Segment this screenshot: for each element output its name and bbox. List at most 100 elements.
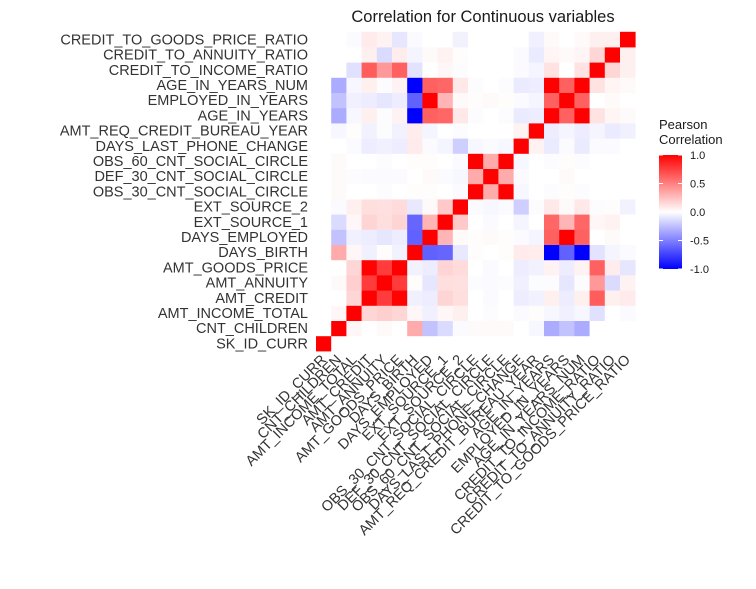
heatmap-cell [361, 290, 378, 306]
heatmap-cell [407, 77, 423, 93]
heatmap-cell [392, 92, 408, 109]
heatmap-cell [468, 305, 484, 321]
heatmap-cell [513, 138, 530, 154]
heatmap-cell [574, 229, 590, 245]
heatmap-cell [483, 199, 499, 215]
heatmap-cell [331, 244, 347, 261]
heatmap-cell [376, 305, 393, 321]
heatmap-cell [376, 183, 393, 200]
heatmap-cell [331, 275, 347, 291]
heatmap-cell [361, 244, 378, 261]
heatmap-cell [437, 229, 454, 245]
legend-tick-label: 1.0 [690, 150, 705, 162]
heatmap-cell [361, 62, 378, 78]
heatmap-cell [620, 229, 636, 245]
heatmap-cell [468, 92, 484, 109]
heatmap-cell [468, 244, 484, 261]
heatmap-cell [528, 199, 545, 215]
heatmap-cell [620, 47, 636, 63]
heatmap-cell [544, 107, 560, 124]
heatmap-cell [422, 183, 438, 200]
heatmap-cell [331, 123, 347, 139]
heatmap-cell [346, 305, 362, 321]
heatmap-cell [498, 214, 514, 230]
heatmap-cell [483, 335, 499, 352]
heatmap-cell [589, 183, 606, 200]
heatmap-cell [544, 62, 560, 78]
heatmap-cell [498, 259, 514, 276]
heatmap-cell [422, 320, 438, 337]
heatmap-cell [559, 320, 575, 337]
heatmap-cell [574, 62, 590, 78]
heatmap-cell [331, 214, 347, 230]
heatmap-cell [604, 275, 621, 291]
heatmap-cell [316, 47, 332, 63]
heatmap-cell [589, 290, 606, 306]
heatmap-cell [422, 259, 438, 276]
heatmap-cell [528, 244, 545, 261]
y-axis-labels: SK_ID_CURRCNT_CHILDRENAMT_INCOME_TOTALAM… [60, 32, 308, 352]
heatmap-cell [468, 320, 484, 337]
heatmap-cell [513, 244, 530, 261]
heatmap-cell [528, 335, 545, 352]
heatmap-cell [620, 320, 636, 337]
heatmap-cell [498, 290, 514, 306]
heatmap-cell [392, 107, 408, 124]
heatmap-cell [316, 259, 332, 276]
heatmap-cell [574, 259, 590, 276]
heatmap-cell [483, 153, 499, 169]
heatmap-cell [407, 107, 423, 124]
chart-title: Correlation for Continuous variables [351, 8, 614, 26]
heatmap-cell [559, 123, 575, 139]
heatmap-cell [346, 199, 362, 215]
heatmap-cell [544, 229, 560, 245]
heatmap-cell [361, 92, 378, 109]
heatmap-cell [483, 107, 499, 124]
heatmap-cell [574, 123, 590, 139]
heatmap-cell [604, 290, 621, 306]
y-tick-label: AMT_CREDIT [215, 291, 308, 307]
heatmap-cell [437, 138, 454, 154]
heatmap-cell [407, 214, 423, 230]
heatmap-cell [589, 214, 606, 230]
heatmap-cell [498, 92, 514, 109]
heatmap-cell [620, 214, 636, 230]
heatmap-cell [331, 107, 347, 124]
heatmap-cell [346, 123, 362, 139]
heatmap-cell [346, 168, 362, 185]
heatmap-cell [498, 305, 514, 321]
heatmap-cell [346, 259, 362, 276]
heatmap-cell [376, 31, 393, 48]
heatmap-cell [544, 153, 560, 169]
heatmap-cell [376, 199, 393, 215]
heatmap-cell [392, 62, 408, 78]
heatmap-cell [422, 290, 438, 306]
heatmap-cell [346, 107, 362, 124]
heatmap-cell [604, 138, 621, 154]
heatmap-cell [452, 259, 469, 276]
heatmap-cell [513, 168, 530, 185]
heatmap-cell [361, 47, 378, 63]
heatmap-cell [468, 153, 484, 169]
heatmap-cell [513, 214, 530, 230]
heatmap-cell [513, 107, 530, 124]
heatmap-cell [574, 199, 590, 215]
heatmap-cell [544, 214, 560, 230]
heatmap-cell [559, 153, 575, 169]
heatmap-cell [528, 259, 545, 276]
heatmap-cell [559, 168, 575, 185]
heatmap-cell [483, 320, 499, 337]
heatmap-cell [331, 168, 347, 185]
heatmap-cell [452, 335, 469, 352]
heatmap-cell [392, 153, 408, 169]
heatmap-cell [376, 62, 393, 78]
heatmap-cell [498, 183, 514, 200]
heatmap-cell [498, 77, 514, 93]
heatmap-cell [407, 31, 423, 48]
heatmap-cell [604, 62, 621, 78]
heatmap-cell [407, 47, 423, 63]
heatmap-cell [544, 305, 560, 321]
heatmap-cell [316, 123, 332, 139]
heatmap-cell [528, 214, 545, 230]
